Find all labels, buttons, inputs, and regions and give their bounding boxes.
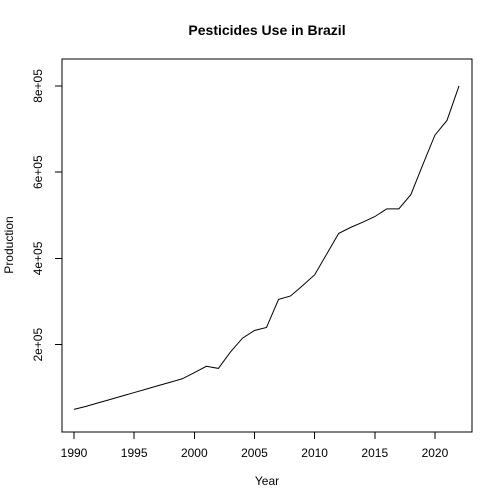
series-line: [73, 85, 460, 410]
y-tick-label: 8e+05: [31, 69, 45, 103]
x-tick-label: 2020: [422, 446, 449, 460]
x-tick-label: 2000: [181, 446, 208, 460]
y-axis-label: Production: [2, 216, 16, 273]
chart-title: Pesticides Use in Brazil: [188, 22, 345, 38]
x-tick-label: 2005: [241, 446, 268, 460]
x-tick-label: 2015: [361, 446, 388, 460]
x-tick-label: 1995: [121, 446, 148, 460]
y-tick-label: 2e+05: [31, 328, 45, 362]
x-tick-label: 1990: [61, 446, 88, 460]
y-axis-ticks: 2e+05 4e+05 6e+05 8e+05: [31, 69, 62, 362]
x-axis-ticks: 1990 1995 2000 2005 2010 2015 2020: [61, 432, 449, 460]
x-tick-label: 2010: [301, 446, 328, 460]
plot-area: [61, 58, 473, 433]
x-axis-label: Year: [255, 474, 279, 488]
y-tick-label: 4e+05: [31, 241, 45, 275]
y-tick-label: 6e+05: [31, 155, 45, 189]
